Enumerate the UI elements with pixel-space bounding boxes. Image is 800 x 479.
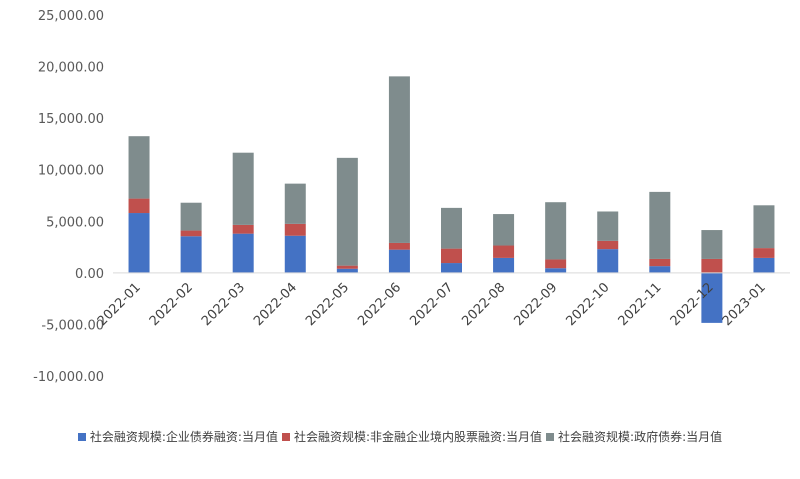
- legend-swatch-equity: [281, 432, 290, 441]
- bar-segment-2023-01-s2: [753, 205, 775, 249]
- bar-segment-2022-11-s2: [649, 191, 671, 259]
- x-tick-label: 2023-01: [720, 280, 769, 329]
- bar-segment-2023-01-s0: [753, 257, 775, 273]
- bar-segment-2022-05-s0: [336, 268, 358, 273]
- legend-item-equity: 社会融资规模:非金融企业境内股票融资:当月值: [281, 428, 543, 445]
- x-tick-label: 2022-04: [251, 280, 300, 329]
- y-tick-label: 25,000.00: [38, 9, 104, 24]
- bar-segment-2022-01-s0: [128, 213, 150, 273]
- bar-segment-2022-10-s0: [597, 249, 619, 273]
- bar-segment-2022-02-s2: [180, 202, 202, 231]
- bars: [128, 76, 775, 323]
- bar-segment-2022-12-s2: [701, 230, 723, 259]
- bar-segment-2022-10-s2: [597, 211, 619, 241]
- bar-segment-2022-07-s1: [441, 248, 462, 264]
- legend: 社会融资规模:企业债券融资:当月值 社会融资规模:非金融企业境内股票融资:当月值…: [0, 428, 800, 445]
- legend-label-gov-bond: 社会融资规模:政府债券:当月值: [558, 430, 723, 444]
- x-tick-label: 2022-06: [355, 280, 404, 329]
- bar-segment-2022-08-s1: [493, 245, 515, 258]
- bar-segment-2022-05-s2: [336, 157, 358, 266]
- bar-segment-2022-07-s2: [441, 207, 462, 249]
- x-axis: 2022-01 2022-02 2022-03 2022-04 2022-05 2022-…: [95, 280, 769, 329]
- bar-segment-2022-02-s0: [180, 236, 202, 273]
- bar-segment-2022-04-s0: [284, 235, 306, 273]
- x-tick-label: 2022-02: [147, 280, 196, 329]
- bar-segment-2022-01-s2: [128, 136, 150, 199]
- y-tick-label: -10,000.00: [33, 370, 104, 385]
- bar-segment-2022-09-s1: [545, 259, 567, 269]
- bar-segment-2022-06-s1: [388, 242, 410, 250]
- bar-segment-2022-03-s1: [232, 224, 254, 234]
- bar-segment-2022-09-s0: [545, 268, 567, 273]
- bar-segment-2022-08-s0: [493, 257, 515, 273]
- x-tick-label: 2022-08: [459, 280, 508, 329]
- bar-segment-2022-05-s1: [336, 265, 358, 269]
- legend-label-equity: 社会融资规模:非金融企业境内股票融资:当月值: [293, 430, 543, 444]
- legend-item-gov-bond: 社会融资规模:政府债券:当月值: [546, 428, 722, 445]
- y-tick-label: 10,000.00: [38, 164, 104, 179]
- bar-segment-2022-11-s0: [649, 266, 671, 273]
- bar-segment-2022-01-s1: [128, 198, 150, 214]
- x-tick-label: 2022-09: [511, 280, 560, 329]
- bar-segment-2022-06-s2: [388, 76, 410, 243]
- legend-swatch-bond: [77, 432, 86, 441]
- bar-segment-2022-04-s2: [284, 183, 306, 224]
- y-axis: 25,000.00 20,000.00 15,000.00 10,000.00 5,00…: [33, 9, 104, 385]
- x-tick-label: 2022-01: [95, 280, 144, 329]
- bar-segment-2022-03-s0: [232, 233, 254, 273]
- bar-segment-2022-07-s0: [441, 263, 462, 273]
- x-tick-label: 2022-10: [564, 280, 613, 329]
- bar-segment-2022-08-s2: [493, 214, 515, 246]
- x-tick-label: 2022-03: [199, 280, 248, 329]
- bar-segment-2022-06-s0: [388, 249, 410, 273]
- bar-segment-2022-11-s1: [649, 258, 671, 267]
- bar-segment-2022-02-s1: [180, 230, 202, 237]
- legend-item-bond: 社会融资规模:企业债券融资:当月值: [77, 428, 278, 445]
- y-tick-label: 20,000.00: [38, 61, 104, 76]
- y-tick-label: -5,000.00: [41, 318, 104, 333]
- x-tick-label: 2022-05: [303, 280, 352, 329]
- bar-segment-2023-01-s1: [753, 248, 775, 258]
- bar-segment-2022-12-s1: [701, 258, 723, 273]
- bar-segment-2022-03-s2: [232, 152, 254, 225]
- y-tick-label: 5,000.00: [46, 215, 104, 230]
- legend-swatch-gov-bond: [546, 432, 555, 441]
- y-tick-label: 15,000.00: [38, 112, 104, 127]
- bar-segment-2022-10-s1: [597, 240, 619, 250]
- y-tick-label: 0.00: [75, 267, 104, 282]
- legend-label-bond: 社会融资规模:企业债券融资:当月值: [89, 430, 278, 444]
- x-tick-label: 2022-11: [616, 280, 665, 329]
- bar-segment-2022-12-s0: [701, 272, 723, 323]
- bar-segment-2022-09-s2: [545, 202, 567, 260]
- bar-segment-2022-04-s1: [284, 223, 306, 236]
- x-tick-label: 2022-07: [407, 280, 456, 329]
